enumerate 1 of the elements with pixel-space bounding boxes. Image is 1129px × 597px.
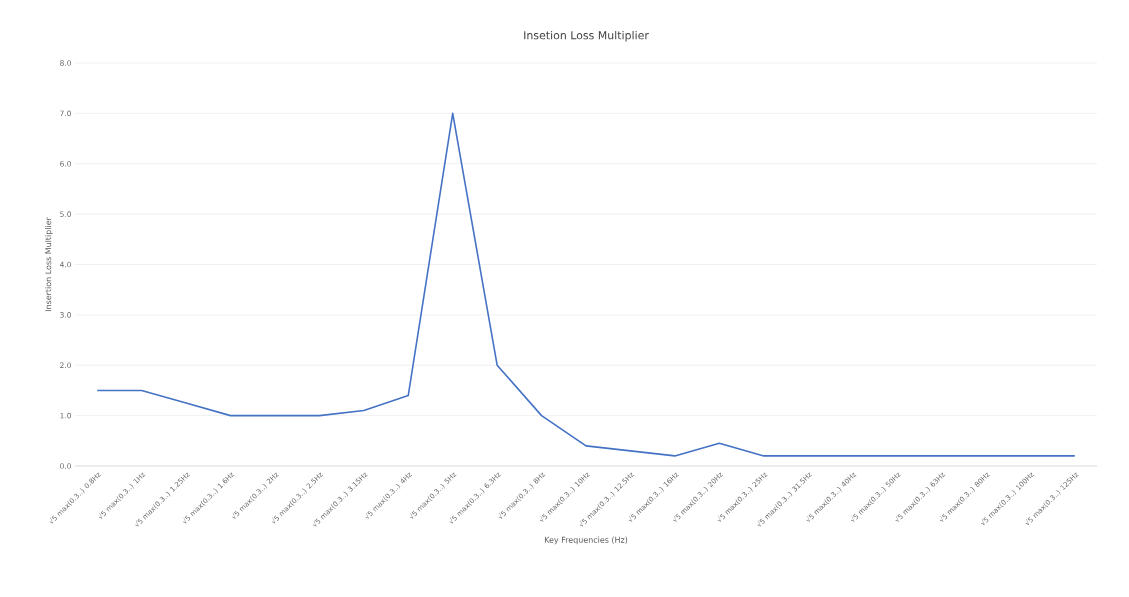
chart-title: Insetion Loss Multiplier	[524, 30, 649, 42]
